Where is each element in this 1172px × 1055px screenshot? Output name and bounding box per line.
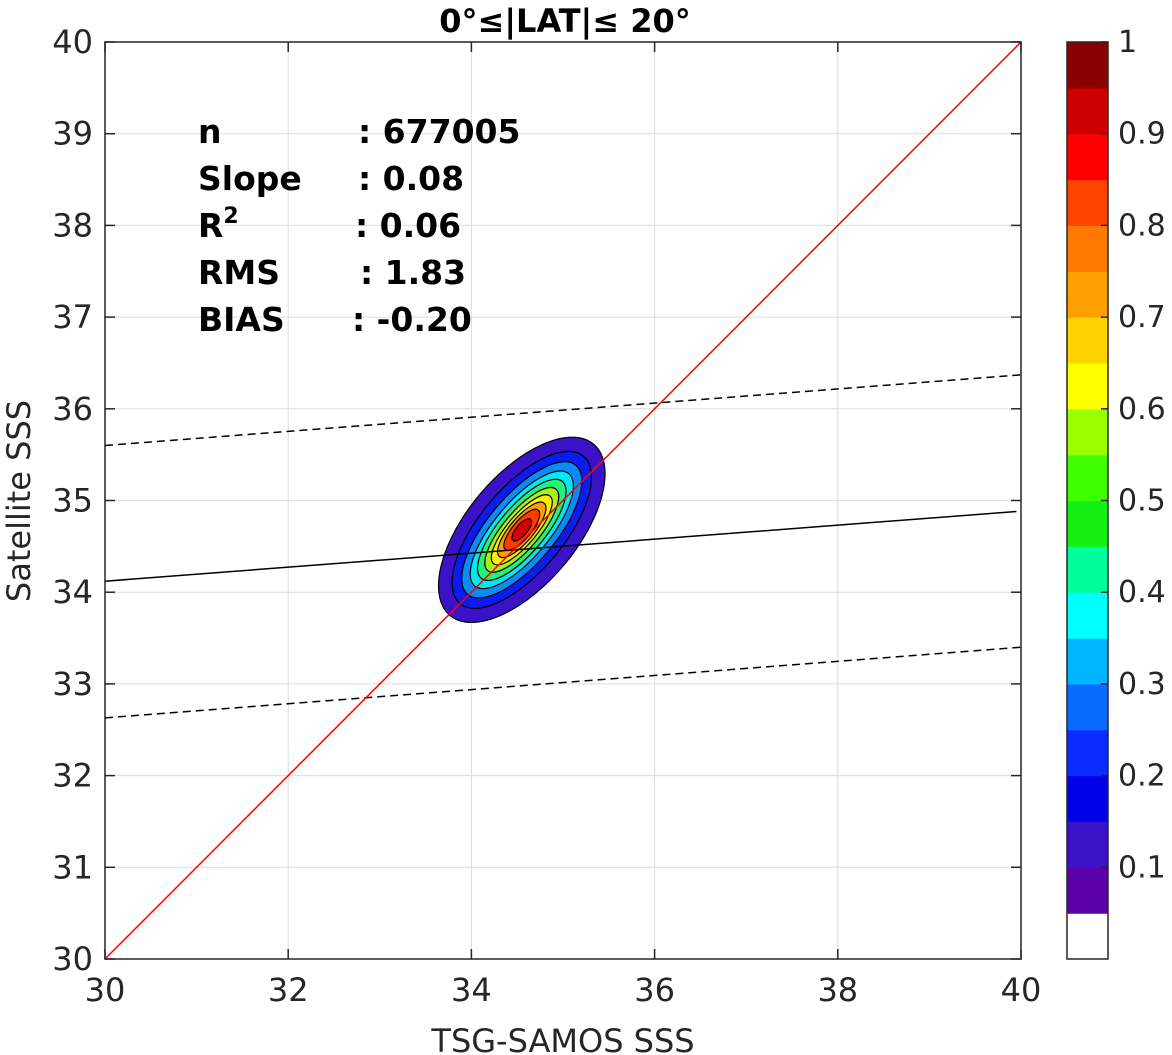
colorbar-segment-16 <box>1067 179 1108 226</box>
stat-value-1: : 0.08 <box>358 159 464 198</box>
colorbar-tick-label-2: 0.3 <box>1118 667 1166 702</box>
upper-bound-line <box>104 374 1022 447</box>
stat-value-4: : -0.20 <box>352 300 472 339</box>
stat-label-0: n <box>198 112 222 151</box>
contour-level-9 <box>511 518 533 542</box>
y-tick-label-8: 38 <box>52 206 93 244</box>
chart-title: 0°≤|LAT|≤ 20° <box>439 2 690 41</box>
colorbar-segment-4 <box>1067 729 1108 777</box>
one-to-one-line <box>104 41 1022 960</box>
y-tick-label-2: 32 <box>52 757 93 795</box>
reference-lines <box>104 41 1022 960</box>
colorbar-segment-5 <box>1067 683 1108 731</box>
stat-label-superscript: 2 <box>223 204 238 229</box>
lower-bound-line <box>104 646 1022 719</box>
colorbar-tick-label-9: 1 <box>1118 25 1137 60</box>
statistics-box: n : 677005 Slope : 0.08 R2 : 0.06 RMS : 1.83 BIA… <box>198 112 520 339</box>
stat-value-3: : 1.83 <box>360 253 466 292</box>
colorbar-segment-14 <box>1067 271 1108 318</box>
colorbar-segment-13 <box>1067 317 1108 364</box>
x-tick-label-3: 36 <box>634 971 675 1009</box>
colorbar-tick-label-0: 0.1 <box>1118 850 1166 885</box>
colorbar-segment-15 <box>1067 225 1108 272</box>
x-axis-label: TSG-SAMOS SSS <box>430 1022 694 1055</box>
colorbar-tick-label-3: 0.4 <box>1118 575 1166 610</box>
density-contours <box>437 436 606 624</box>
stat-label-3: RMS <box>198 253 280 292</box>
stat-value-0: : 677005 <box>358 112 520 151</box>
colorbar-segment-8 <box>1067 546 1108 593</box>
y-tick-label-6: 36 <box>52 390 93 428</box>
colorbar-segment-10 <box>1067 454 1108 502</box>
stat-value-2: : 0.06 <box>355 206 461 245</box>
y-tick-label-5: 35 <box>52 482 93 520</box>
colorbar-segment-3 <box>1067 775 1108 823</box>
y-tick-label-0: 30 <box>52 940 93 978</box>
colorbar-segment-11 <box>1067 408 1108 456</box>
x-tick-label-2: 34 <box>451 971 492 1009</box>
x-tick-label-5: 40 <box>1001 971 1042 1009</box>
fit-line <box>104 510 1017 582</box>
colorbar-segment-7 <box>1067 592 1108 639</box>
colorbar-segment-12 <box>1067 362 1108 410</box>
colorbar: 0.1 0.2 0.3 0.4 0.5 0.6 0.7 0.8 0.9 1 <box>1066 25 1166 960</box>
y-tick-label-3: 33 <box>52 665 93 703</box>
y-tick-label-4: 34 <box>52 573 93 611</box>
stat-label-1: Slope <box>198 159 302 198</box>
stat-label-4: BIAS <box>198 300 285 339</box>
colorbar-segment-6 <box>1067 638 1108 685</box>
x-tick-label-1: 32 <box>268 971 309 1009</box>
y-tick-label-1: 31 <box>52 848 93 886</box>
colorbar-segment-18 <box>1067 87 1108 135</box>
colorbar-segment-17 <box>1067 133 1108 181</box>
y-axis-label: Satellite SSS <box>0 400 38 602</box>
y-tick-label-9: 39 <box>52 115 93 153</box>
x-tick-label-4: 38 <box>817 971 858 1009</box>
colorbar-segment-0 <box>1067 913 1108 960</box>
colorbar-tick-label-1: 0.2 <box>1118 759 1166 794</box>
colorbar-tick-label-5: 0.6 <box>1118 392 1166 427</box>
colorbar-tick-label-4: 0.5 <box>1118 484 1166 519</box>
stat-label-2: R2 <box>198 204 239 245</box>
colorbar-segment-9 <box>1067 500 1108 547</box>
x-tick-label-0: 30 <box>85 971 126 1009</box>
colorbar-segment-2 <box>1067 821 1108 868</box>
colorbar-tick-label-7: 0.8 <box>1118 208 1166 243</box>
y-tick-label-7: 37 <box>52 298 93 336</box>
colorbar-segment-19 <box>1067 42 1108 89</box>
colorbar-tick-label-8: 0.9 <box>1118 117 1166 152</box>
axis-ticks: 30 32 34 36 38 40 30 31 32 33 34 35 36 37 38 39 40 <box>52 23 1041 1009</box>
colorbar-segment-1 <box>1067 867 1108 914</box>
y-tick-label-10: 40 <box>52 23 93 61</box>
colorbar-tick-label-6: 0.7 <box>1118 300 1166 335</box>
